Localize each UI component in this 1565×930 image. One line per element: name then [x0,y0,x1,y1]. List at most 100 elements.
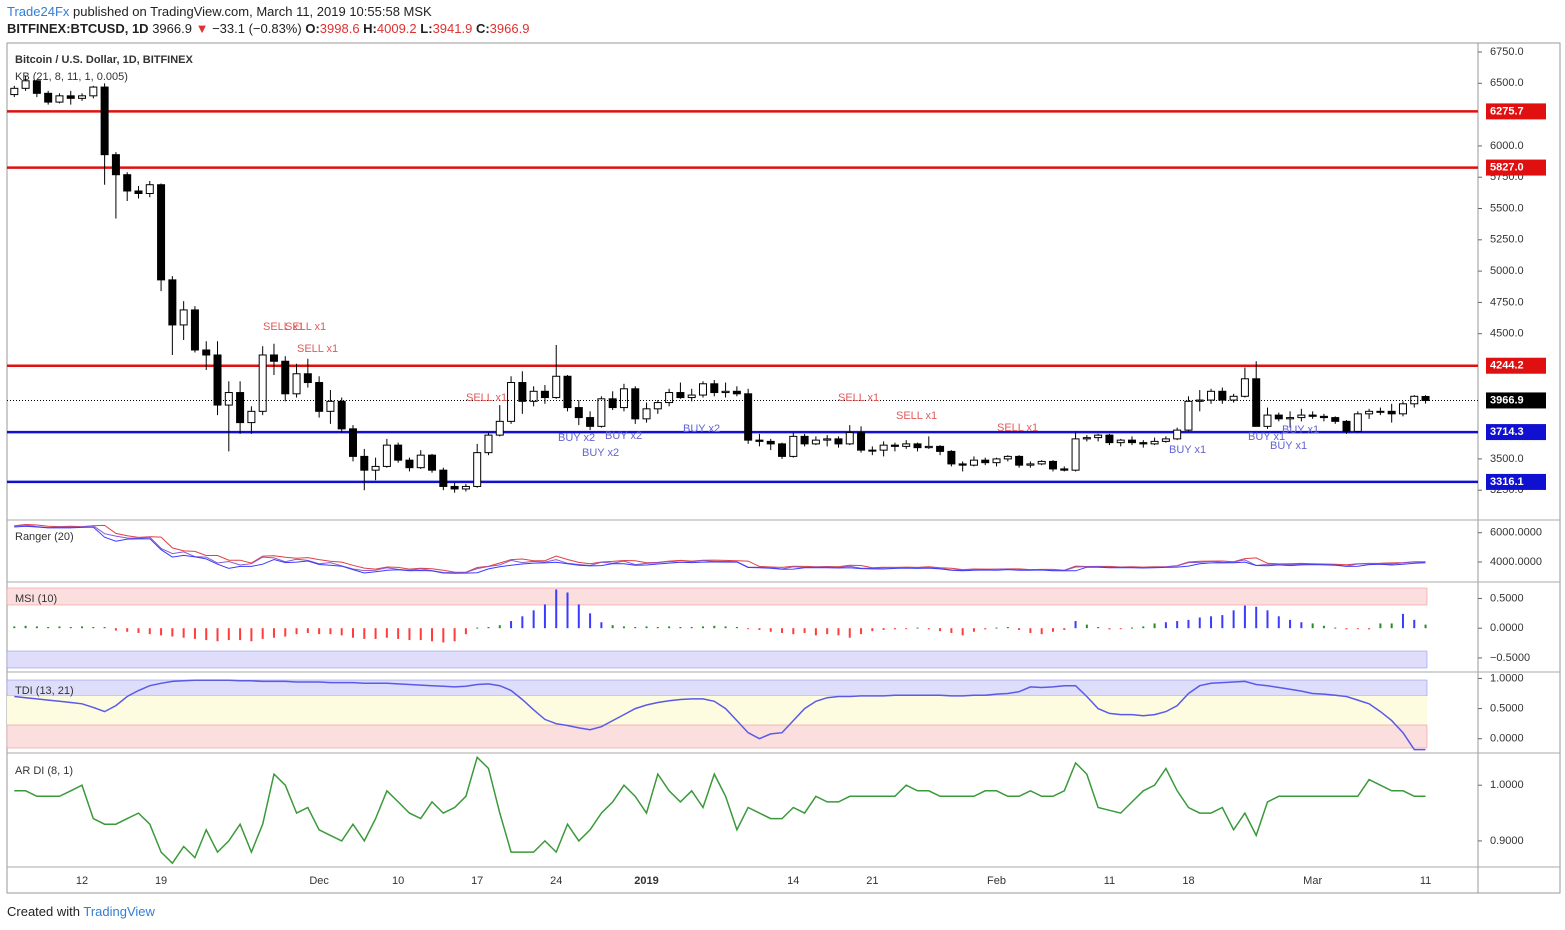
candle-body [653,402,662,410]
level-label-box [1486,473,1546,490]
candle-body [879,444,888,451]
msi-bar [239,628,242,641]
candle-body [902,443,911,447]
candle-body [1105,434,1114,444]
candle-body [134,190,143,194]
candle-body [834,438,843,445]
candle-body [179,309,188,326]
candle-body [473,452,482,487]
x-tick-label: 12 [76,875,88,887]
x-tick-label: 18 [1182,875,1194,887]
msi-bar [1311,623,1314,629]
msi-bar [1198,617,1201,629]
candle-body [563,375,572,409]
candle-body [1139,442,1148,445]
x-tick-label: Mar [1303,875,1322,887]
msi-bar [216,628,219,642]
author[interactable]: Trade24Fx [7,4,70,19]
msi-bar [1289,619,1292,629]
msi-bar [600,622,603,629]
candle-body [642,408,651,420]
candle-body [913,443,922,449]
msi-bar [848,628,851,638]
candle-body [1150,440,1159,445]
msi-bar [1040,628,1043,635]
footer: Created with TradingView [7,904,155,919]
candle-body [1421,395,1430,401]
msi-bar [182,628,185,638]
msi-bar [126,628,129,632]
y-tick-label: −0.5000 [1490,652,1530,664]
indicator-line [14,679,1426,751]
candle-body [744,393,753,441]
candle-body [1297,414,1306,419]
msi-bar [487,627,490,629]
msi-bar [589,613,592,629]
candle-body [382,444,391,467]
msi-bar [1097,627,1100,629]
y-tick-label: 1.0000 [1490,672,1524,684]
msi-bar [668,626,671,629]
msi-bar [453,628,456,642]
pane-title: Ranger (20) [15,531,74,543]
msi-bar [498,625,501,629]
last-price-box [1486,392,1546,409]
candle-body [202,349,211,356]
msi-bar [1176,621,1179,629]
candle-body [405,459,414,469]
msi-bar [284,628,287,637]
signal-label: BUY x2 [558,432,595,444]
signal-label: BUY x2 [683,423,720,435]
candle-body [1037,460,1046,465]
msi-bar [972,628,975,632]
candle-body [1365,410,1374,415]
msi-bar [1018,628,1021,630]
arrow: ▼ [195,21,209,36]
h-label: H: [363,21,377,36]
msi-upper-band [6,587,1428,606]
msi-bar [1345,628,1348,630]
candle-body [371,465,380,471]
msi-bar [261,628,264,639]
msi-bar [329,628,332,635]
level-label-box [1486,159,1546,176]
candle-body [1252,378,1261,427]
msi-bar [871,628,874,632]
close: 3966.9 [489,21,530,36]
candle-body [1048,460,1057,470]
candle-body [1387,410,1396,415]
y-tick-label: 6750.0 [1490,46,1524,58]
indicator-legend: KB (21, 8, 11, 1, 0.005) [15,71,128,83]
msi-bar [35,626,38,629]
msi-bar [510,621,513,629]
level-label: 5827.0 [1490,161,1524,173]
candle-body [236,392,245,424]
candle-body [924,445,933,449]
msi-bar [803,628,806,633]
msi-bar [1051,628,1054,632]
candle-body [145,184,154,194]
level-label-box [1486,103,1546,120]
msi-bar [1255,606,1258,629]
indicator-line [14,755,1426,865]
candle-body [1161,438,1170,442]
candle-body [1082,437,1091,440]
candle-body [857,432,866,451]
level-label-box [1486,424,1546,441]
pane-title: AR DI (8, 1) [15,765,73,777]
candle-body [766,440,775,445]
msi-bar [656,627,659,629]
symbol: BITFINEX:BTCUSD, 1D [7,21,149,36]
msi-bar [171,628,174,637]
brand[interactable]: TradingView [83,904,155,919]
y-tick-label: 0.5000 [1490,702,1524,714]
tdi-lower-band [6,724,1428,749]
publish-line: Trade24Fx published on TradingView.com, … [7,4,432,19]
candle-body [1173,429,1182,440]
candle-body [315,382,324,412]
candle-body [1319,415,1328,419]
msi-bar [250,628,253,642]
candle-body [1015,455,1024,466]
msi-bar [634,627,637,629]
msi-bar [724,626,727,629]
